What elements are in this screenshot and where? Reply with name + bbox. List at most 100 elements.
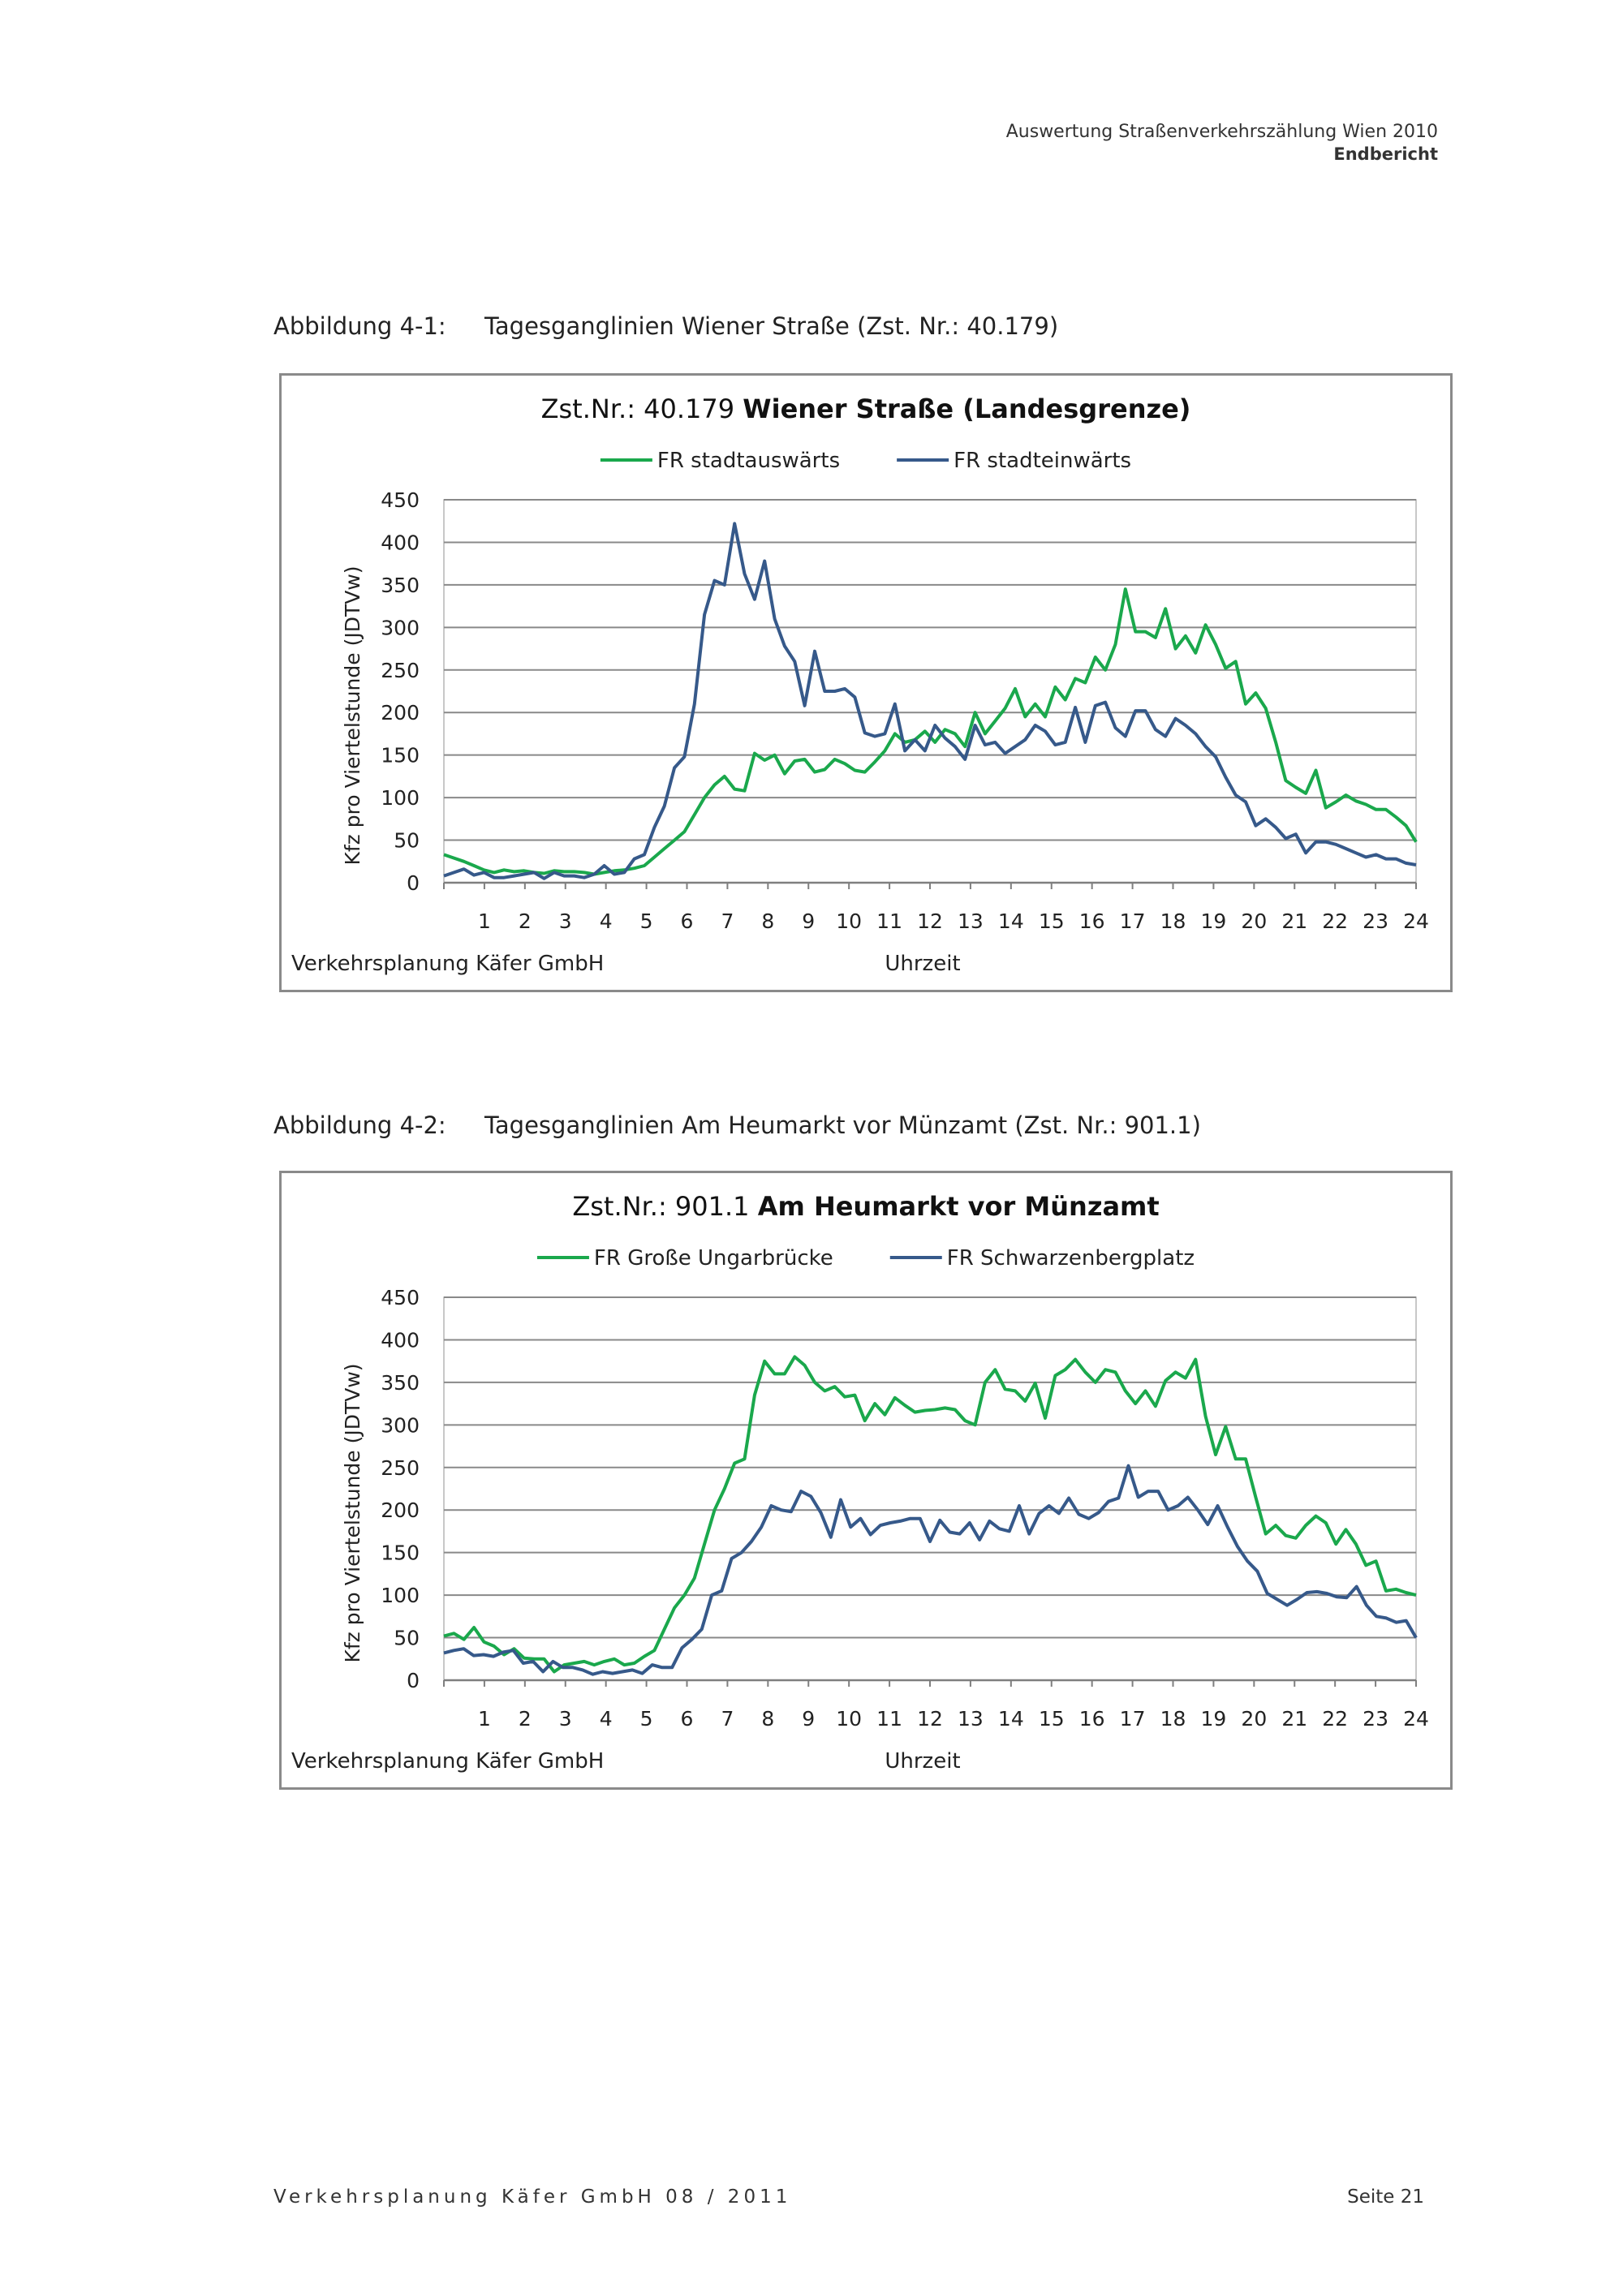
chart-title: Zst.Nr.: 40.179 Wiener Straße (Landesgre… <box>541 393 1191 424</box>
header-report-subtitle: Endbericht <box>1333 144 1438 164</box>
y-tick-label: 50 <box>394 1627 420 1650</box>
x-tick-label: 11 <box>876 909 902 933</box>
legend-label-2: FR stadteinwärts <box>954 449 1131 473</box>
x-tick-label: 2 <box>519 909 532 933</box>
x-tick-label: 21 <box>1281 909 1307 933</box>
x-tick-label: 9 <box>802 909 815 933</box>
x-tick-label: 20 <box>1241 1707 1267 1731</box>
legend-label-1: FR Große Ungarbrücke <box>594 1246 833 1271</box>
footer-page-number: Seite 21 <box>1347 2186 1424 2208</box>
x-tick-label: 6 <box>681 1707 694 1731</box>
y-tick-label: 100 <box>381 786 420 810</box>
y-tick-label: 200 <box>381 701 420 724</box>
x-tick-label: 13 <box>958 909 984 933</box>
figure1-number: Abbildung 4-1: <box>273 312 446 340</box>
x-tick-label: 4 <box>600 1707 613 1731</box>
chart1-frame: 0 50 100 150 200 250 300 350 400 450 1 2 3 4 5 6 7 8 9 10 11… <box>279 373 1453 992</box>
x-tick-label: 10 <box>836 1707 862 1731</box>
y-tick-label: 350 <box>381 1371 420 1395</box>
x-tick-label: 11 <box>876 1707 902 1731</box>
x-tick-label: 16 <box>1079 1707 1105 1731</box>
figure1-title: Tagesganglinien Wiener Straße (Zst. Nr.:… <box>484 312 1059 340</box>
y-tick-label: 50 <box>394 829 420 853</box>
x-tick-label: 17 <box>1120 1707 1146 1731</box>
x-tick-label: 4 <box>600 909 613 933</box>
chart-title-bold: Am Heumarkt vor Münzamt <box>758 1191 1160 1222</box>
chart2-frame: 0 50 100 150 200 250 300 350 400 450 1 2 3 4 5 6 7 8 9 10 11… <box>279 1171 1453 1790</box>
x-tick-label: 7 <box>721 1707 734 1731</box>
header-report-title: Auswertung Straßenverkehrszählung Wien 2… <box>1005 122 1438 142</box>
legend-label-1: FR stadtauswärts <box>657 449 840 473</box>
y-tick-label: 200 <box>381 1498 420 1522</box>
x-tick-label: 22 <box>1322 1707 1348 1731</box>
y-axis-label: Kfz pro Viertelstunde (JDTVw) <box>341 1363 364 1662</box>
chart-title: Zst.Nr.: 901.1 Am Heumarkt vor Münzamt <box>572 1191 1159 1222</box>
series-line-1 <box>443 1355 1417 1674</box>
x-tick-label: 6 <box>681 909 694 933</box>
y-tick-label: 0 <box>407 1669 420 1692</box>
x-tick-label: 24 <box>1403 1707 1429 1731</box>
x-tick-label: 12 <box>917 909 943 933</box>
x-tick-label: 9 <box>802 1707 815 1731</box>
x-axis-label: Uhrzeit <box>885 952 960 976</box>
x-tick-label: 18 <box>1160 1707 1186 1731</box>
chart-credit: Verkehrsplanung Käfer GmbH <box>291 1749 604 1774</box>
y-tick-label: 250 <box>381 1456 420 1480</box>
x-axis-label: Uhrzeit <box>885 1749 960 1774</box>
x-tick-label: 5 <box>640 1707 653 1731</box>
x-tick-label: 12 <box>917 1707 943 1731</box>
x-tick-label: 10 <box>836 909 862 933</box>
chart-title-bold: Wiener Straße (Landesgrenze) <box>743 393 1190 424</box>
x-tick-label: 1 <box>478 1707 491 1731</box>
x-tick-label: 14 <box>998 1707 1024 1731</box>
y-tick-label: 300 <box>381 616 420 639</box>
x-tick-label: 23 <box>1363 1707 1388 1731</box>
x-tick-label: 17 <box>1120 909 1146 933</box>
series-line-2 <box>443 1464 1418 1676</box>
x-tick-label: 19 <box>1201 909 1227 933</box>
x-tick-label: 1 <box>478 909 491 933</box>
x-tick-label: 15 <box>1039 909 1065 933</box>
x-tick-label: 21 <box>1281 1707 1307 1731</box>
x-tick-label: 23 <box>1363 909 1388 933</box>
legend-label-2: FR Schwarzenbergplatz <box>947 1246 1195 1271</box>
x-tick-label: 2 <box>519 1707 532 1731</box>
x-tick-label: 3 <box>559 1707 572 1731</box>
chart-title-prefix: Zst.Nr.: 901.1 <box>572 1191 757 1222</box>
x-tick-label: 19 <box>1201 1707 1227 1731</box>
y-axis-label: Kfz pro Viertelstunde (JDTVw) <box>341 565 364 865</box>
series-line-2 <box>443 522 1417 880</box>
y-tick-label: 350 <box>381 574 420 597</box>
y-tick-label: 150 <box>381 744 420 767</box>
footer-company: Verkehrsplanung Käfer GmbH 08 / 2011 <box>273 2186 792 2208</box>
x-tick-label: 8 <box>761 1707 774 1731</box>
x-tick-label: 13 <box>958 1707 984 1731</box>
x-tick-label: 15 <box>1039 1707 1065 1731</box>
figure1-caption: Abbildung 4-1: Tagesganglinien Wiener Str… <box>273 312 1058 340</box>
y-tick-label: 0 <box>407 871 420 895</box>
y-tick-label: 450 <box>381 488 420 512</box>
chart-credit: Verkehrsplanung Käfer GmbH <box>291 952 604 976</box>
plot-area <box>443 1296 1417 1681</box>
y-tick-label: 250 <box>381 659 420 682</box>
x-tick-label: 22 <box>1322 909 1348 933</box>
figure2-caption: Abbildung 4-2: Tagesganglinien Am Heumark… <box>273 1111 1201 1139</box>
figure2-title: Tagesganglinien Am Heumarkt vor Münzamt … <box>484 1111 1201 1139</box>
y-tick-label: 100 <box>381 1584 420 1607</box>
y-tick-label: 400 <box>381 1328 420 1352</box>
figure2-number: Abbildung 4-2: <box>273 1111 446 1139</box>
x-tick-label: 7 <box>721 909 734 933</box>
series-line-1 <box>443 587 1418 876</box>
x-tick-label: 14 <box>998 909 1024 933</box>
x-tick-label: 16 <box>1079 909 1105 933</box>
x-tick-label: 24 <box>1403 909 1429 933</box>
x-tick-label: 8 <box>761 909 774 933</box>
x-tick-label: 20 <box>1241 909 1267 933</box>
chart-title-prefix: Zst.Nr.: 40.179 <box>541 393 743 424</box>
x-tick-label: 18 <box>1160 909 1186 933</box>
plot-area <box>443 499 1417 884</box>
x-tick-label: 5 <box>640 909 653 933</box>
y-tick-label: 300 <box>381 1413 420 1437</box>
